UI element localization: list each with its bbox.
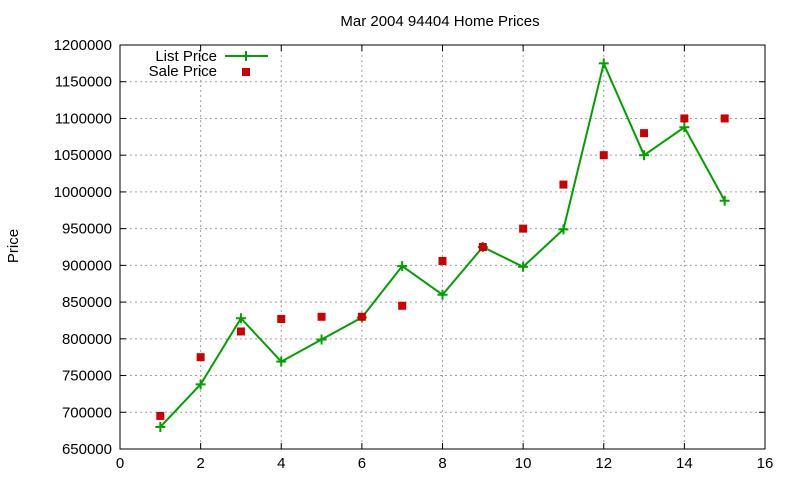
list-price-point [679, 122, 690, 133]
chart-title: Mar 2004 94404 Home Prices [340, 13, 539, 30]
sale-price-point [599, 151, 608, 160]
y-axis-label: Price [5, 229, 22, 263]
list-price-point [276, 356, 287, 367]
sale-price-point [156, 411, 165, 420]
y-tick-label: 850000 [62, 294, 112, 311]
sale-price-point [196, 353, 205, 362]
list-price-point [316, 334, 327, 345]
list-price-point [518, 261, 529, 272]
x-axis-ticks: 0 2 4 6 8 10 12 14 16 [116, 45, 774, 472]
list-price-point [235, 313, 246, 324]
y-tick-label: 700000 [62, 404, 112, 421]
y-tick-label: 950000 [62, 221, 112, 238]
y-tick-label: 1200000 [54, 37, 112, 54]
sale-price-point [317, 312, 326, 321]
list-price-point [155, 421, 166, 432]
sale-price-point [478, 243, 487, 251]
list-price-point [397, 261, 408, 272]
sale-price-point [559, 180, 568, 189]
x-tick-label: 2 [196, 455, 204, 472]
sale-price-point [357, 312, 366, 321]
legend-label-list-price: List Price [155, 48, 217, 65]
sale-price-point [277, 314, 286, 323]
y-tick-label: 1000000 [54, 184, 112, 201]
list-price-point [195, 379, 206, 390]
x-tick-label: 10 [515, 455, 532, 472]
sale-price-point [680, 114, 689, 123]
x-tick-label: 12 [595, 455, 612, 472]
list-price-point [437, 289, 448, 300]
y-tick-label: 900000 [62, 257, 112, 274]
legend-label-sale-price: Sale Price [149, 63, 217, 80]
legend-marker-list-price [241, 51, 251, 61]
x-tick-label: 6 [358, 455, 366, 472]
sale-price-point [438, 256, 447, 265]
y-tick-label: 1150000 [55, 74, 112, 91]
sale-price-point [720, 114, 729, 123]
x-tick-label: 8 [438, 455, 446, 472]
y-tick-label: 1100000 [55, 110, 112, 127]
y-tick-label: 1050000 [54, 147, 112, 164]
y-tick-label: 800000 [62, 331, 112, 348]
list-price-point [639, 150, 650, 161]
list-price-point [719, 195, 730, 206]
sale-price-point [640, 129, 649, 138]
list-price-point [598, 58, 609, 69]
x-tick-label: 16 [757, 455, 774, 472]
grid-lines [120, 45, 765, 449]
sale-price-point [236, 327, 245, 336]
x-tick-label: 4 [277, 455, 285, 472]
x-tick-label: 14 [676, 455, 693, 472]
sale-price-point [398, 301, 407, 310]
legend-marker-sale-price [242, 68, 250, 76]
y-tick-label: 650000 [62, 441, 112, 458]
list-price-point [558, 224, 569, 235]
series-layer [155, 58, 730, 432]
y-tick-label: 750000 [62, 368, 112, 385]
sale-price-point [519, 224, 528, 233]
x-tick-label: 0 [116, 455, 124, 472]
y-axis-ticks: 650000 700000 750000 800000 850000 900000 9500… [54, 37, 765, 458]
